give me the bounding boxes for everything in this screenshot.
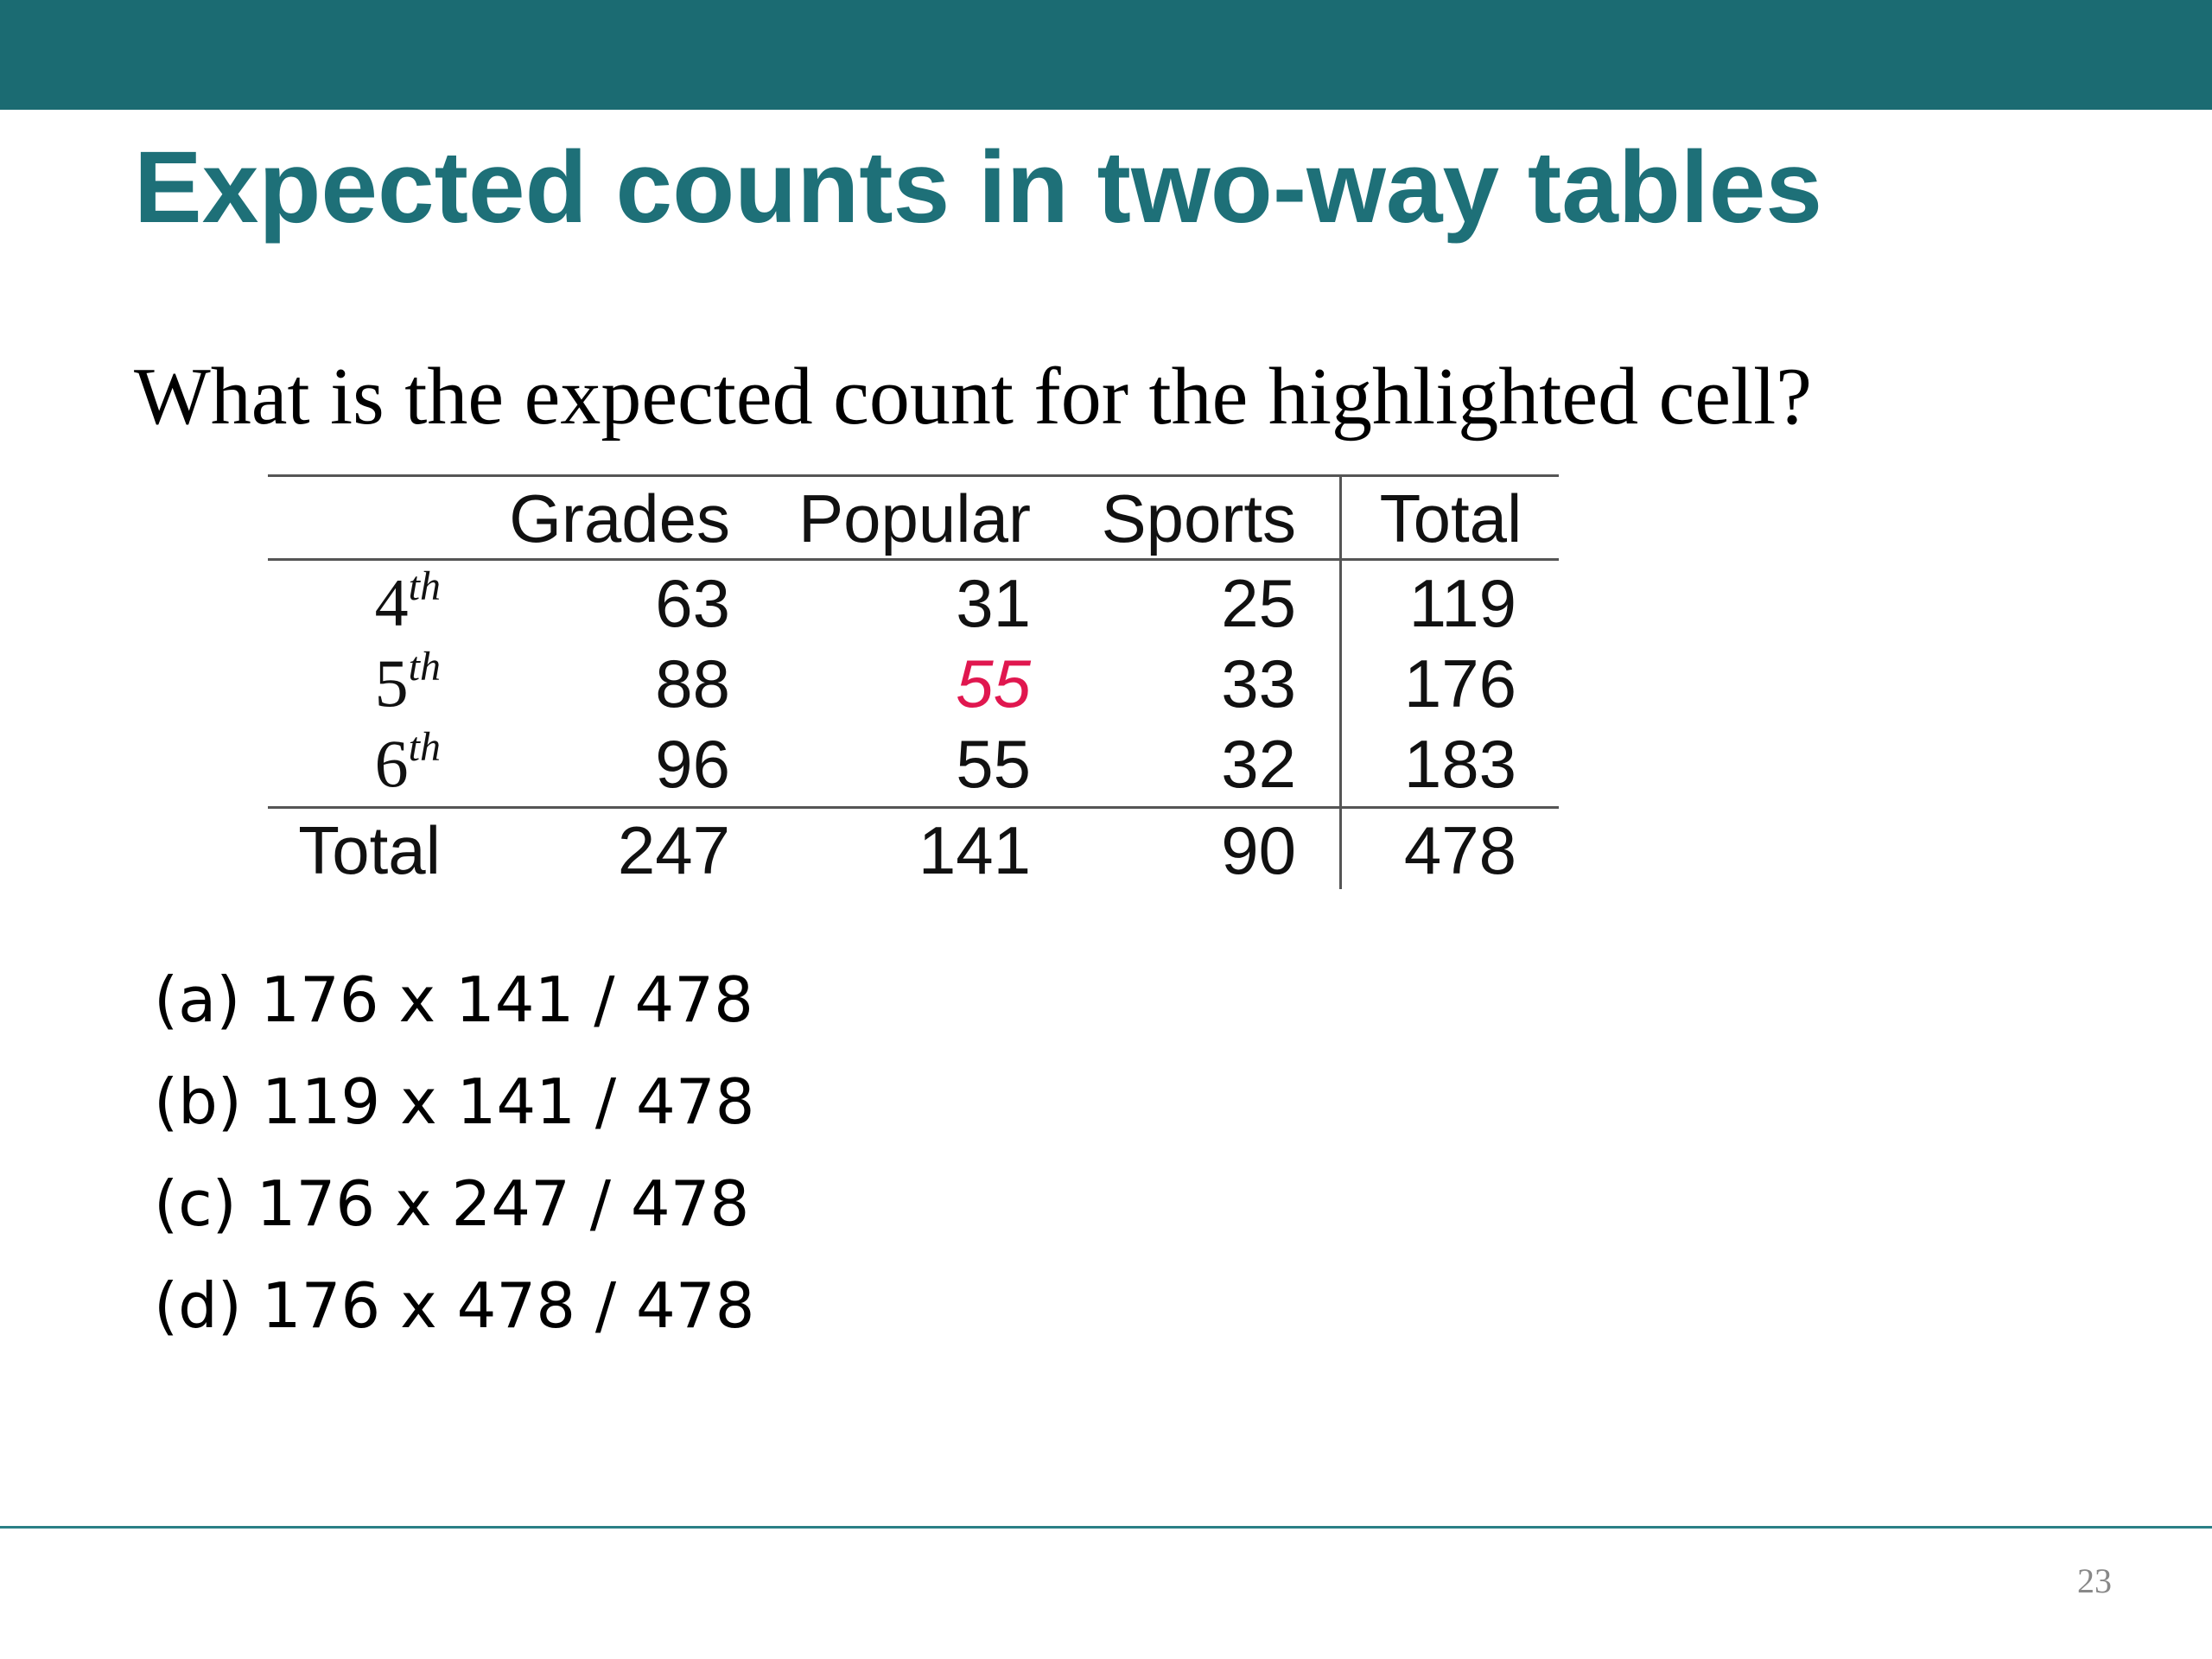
table-cell: 25 (1221, 565, 1296, 641)
column-header-total: Total (1379, 480, 1522, 556)
question-text: What is the expected count for the highl… (134, 352, 1812, 442)
column-header-popular: Popular (798, 480, 1031, 556)
answer-option-a: (a) 176 x 141 / 478 (154, 963, 753, 1036)
answer-option-b: (b) 119 x 141 / 478 (154, 1065, 755, 1138)
table-cell: 63 (655, 565, 730, 641)
answer-option-c: (c) 176 x 247 / 478 (154, 1167, 750, 1240)
table-cell: 33 (1221, 645, 1296, 721)
row-total-cell: 183 (1403, 726, 1516, 802)
table-header-rule (268, 558, 1559, 561)
column-total-cell: 141 (918, 812, 1031, 888)
answer-option-d: (d) 176 x 478 / 478 (154, 1269, 755, 1342)
table-top-rule (268, 474, 1559, 477)
table-cell: 31 (956, 565, 1031, 641)
total-row-label: Total (298, 812, 441, 888)
top-band (0, 0, 2212, 110)
row-label-6th: 6th (375, 727, 441, 798)
slide-title: Expected counts in two-way tables (134, 130, 1822, 245)
column-total-cell: 247 (617, 812, 730, 888)
column-header-grades: Grades (509, 480, 730, 556)
table-cell: 55 (956, 726, 1031, 802)
table-cell: 96 (655, 726, 730, 802)
row-label-number: 6 (374, 726, 409, 801)
row-label-suffix: th (408, 724, 441, 770)
row-label-5th: 5th (375, 646, 441, 717)
column-header-sports: Sports (1101, 480, 1296, 556)
table-total-rule (268, 806, 1559, 809)
footer-rule (0, 1526, 2212, 1529)
row-label-number: 5 (374, 645, 409, 721)
grand-total-cell: 478 (1403, 812, 1516, 888)
row-total-cell: 176 (1403, 645, 1516, 721)
row-label-suffix: th (408, 563, 441, 609)
table-total-column-rule (1339, 474, 1342, 889)
two-way-table: Grades Popular Sports Total 4th 63 31 25… (268, 474, 1559, 889)
table-cell: 88 (655, 645, 730, 721)
page-number: 23 (2077, 1561, 2112, 1600)
highlighted-cell: 55 (956, 645, 1031, 721)
answer-options: (a) 176 x 141 / 478 (b) 119 x 141 / 478 … (154, 949, 754, 1357)
row-total-cell: 119 (1408, 565, 1516, 641)
table-cell: 32 (1221, 726, 1296, 802)
row-label-4th: 4th (375, 566, 441, 637)
row-label-suffix: th (408, 644, 441, 690)
column-total-cell: 90 (1221, 812, 1296, 888)
row-label-number: 4 (374, 565, 409, 640)
